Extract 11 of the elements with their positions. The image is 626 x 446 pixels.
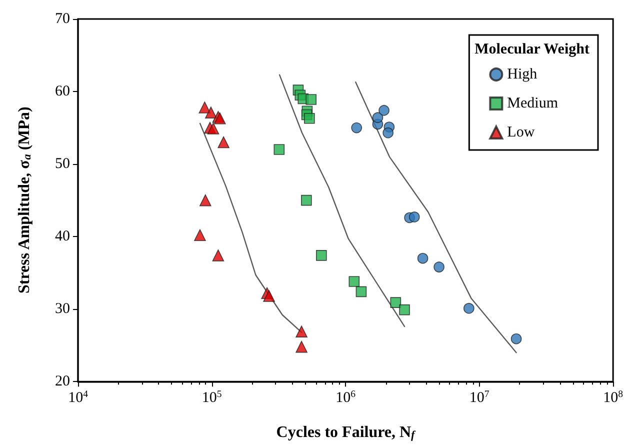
legend-title: Molecular Weight — [474, 42, 590, 58]
legend-label: High — [507, 66, 538, 82]
y-tick-label: 50 — [55, 156, 70, 172]
y-axis-title: Stress Amplitude, σa (MPa) — [16, 106, 34, 294]
y-tick-label: 20 — [55, 374, 70, 390]
y-tick-label: 60 — [55, 84, 70, 100]
legend-label: Medium — [507, 96, 558, 112]
y-tick-label: 70 — [55, 11, 70, 27]
legend-label: Low — [507, 124, 535, 140]
y-tick-label: 40 — [55, 228, 70, 245]
y-tick-label: 30 — [55, 301, 70, 318]
